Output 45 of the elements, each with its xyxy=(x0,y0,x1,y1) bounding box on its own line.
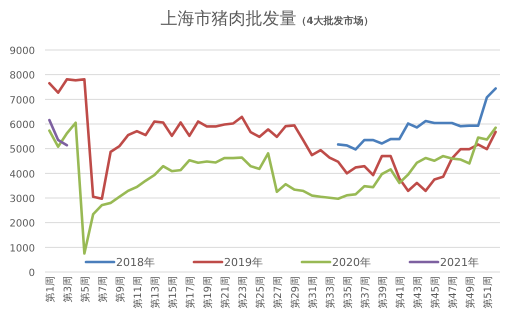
line-series xyxy=(336,87,497,151)
x-tick-label: 第29周 xyxy=(289,276,302,309)
y-tick-label: 7000 xyxy=(10,95,35,106)
legend-label: 2020年 xyxy=(332,256,371,269)
x-tick-label: 第7周 xyxy=(96,276,109,302)
x-tick-label: 第39周 xyxy=(376,276,389,309)
y-tick-label: 4000 xyxy=(10,169,35,180)
x-tick-label: 第25周 xyxy=(254,276,266,309)
x-tick-label: 第27周 xyxy=(272,276,284,309)
x-tick-label: 第5周 xyxy=(79,276,92,302)
x-tick-label: 第45周 xyxy=(429,276,442,309)
y-tick-label: 6000 xyxy=(10,120,35,131)
x-tick-label: 第21周 xyxy=(219,276,232,309)
x-tick-label: 第9周 xyxy=(114,276,126,302)
x-tick-label: 第43周 xyxy=(412,276,424,309)
legend-label: 2018年 xyxy=(116,256,155,269)
x-tick-label: 第13周 xyxy=(149,276,162,309)
line-series xyxy=(48,78,497,200)
y-tick-label: 5000 xyxy=(10,144,35,156)
chart-subtitle: （4大批发市场） xyxy=(296,15,374,27)
x-tick-label: 第15周 xyxy=(166,276,179,309)
chart-title: 上海市猪肉批发量 xyxy=(160,9,297,29)
y-tick-label: 1000 xyxy=(10,243,35,254)
y-tick-label: 3000 xyxy=(10,194,35,205)
legend-label: 2019年 xyxy=(224,256,263,269)
line-series xyxy=(48,121,497,255)
x-tick-label: 第1周 xyxy=(44,276,56,302)
y-tick-label: 0 xyxy=(28,268,35,279)
x-tick-label: 第47周 xyxy=(446,276,459,309)
x-tick-label: 第51周 xyxy=(482,276,494,309)
x-tick-label: 第17周 xyxy=(184,276,196,309)
x-tick-label: 第49周 xyxy=(464,276,476,309)
x-tick-label: 第3周 xyxy=(62,276,74,302)
x-tick-label: 第41周 xyxy=(394,276,406,309)
x-tick-label: 第19周 xyxy=(202,276,214,309)
x-tick-label: 第23周 xyxy=(236,276,249,309)
y-tick-label: 8000 xyxy=(10,70,35,82)
x-tick-label: 第11周 xyxy=(132,276,144,309)
y-tick-label: 2000 xyxy=(10,218,35,230)
x-tick-label: 第35周 xyxy=(342,276,354,309)
x-tick-label: 第33周 xyxy=(324,276,336,309)
x-tick-label: 第37周 xyxy=(359,276,372,309)
x-tick-label: 第31周 xyxy=(306,276,319,309)
y-tick-label: 9000 xyxy=(10,46,35,57)
legend-label: 2021年 xyxy=(440,256,479,269)
